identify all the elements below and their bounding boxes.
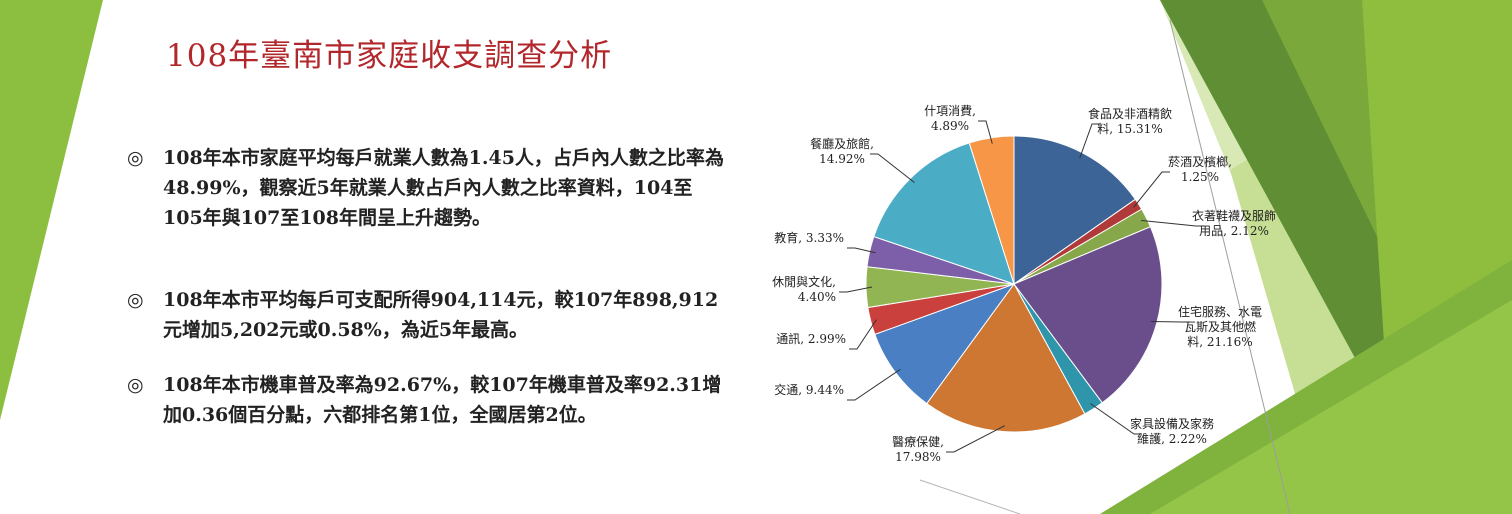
slice-label: 交通, 9.44% [774, 382, 844, 397]
bullet-text: 108年本市平均每戶可支配所得904,114元，較107年898,912元增加5… [163, 289, 719, 341]
slice-label: 食品及非酒精飲料, 15.31% [1088, 106, 1172, 136]
slice-label: 休閒與文化, 4.40% [772, 274, 836, 304]
pie-slice [1013, 226, 1163, 404]
slice-label: 家具設備及家務維護, 2.22% [1130, 416, 1214, 446]
bullet-income: ◎ 108年本市平均每戶可支配所得904,114元，較107年898,912元增… [127, 285, 727, 345]
leader-line [946, 425, 1005, 453]
leader-line [839, 286, 873, 293]
leader-line [870, 153, 915, 184]
pie-slice [873, 142, 1015, 285]
left-green-triangle [0, 0, 103, 420]
slice-label: 醫療保健, 17.98% [892, 435, 944, 464]
slice-label: 教育, 3.33% [774, 230, 844, 245]
expenditure-pie-chart: 食品及非酒精飲料, 15.31% 菸酒及檳榔, 1.25% 衣著鞋襪及服飾用品, 2.… [772, 103, 1276, 464]
bullet-mark: ◎ [127, 374, 144, 396]
leader-line [1079, 123, 1100, 159]
slice-label: 通訊, 2.99% [776, 331, 846, 346]
leader-line [1090, 403, 1142, 435]
bullet-text: 108年本市家庭平均每戶就業人數為1.45人，占戶內人數之比率為48.99%，觀… [163, 147, 724, 229]
decor-line-2 [919, 479, 1021, 514]
bullet-text: 108年本市機車普及率為92.67%，較107年機車普及率92.31增加0.36… [163, 374, 722, 426]
leader-line [978, 120, 993, 144]
slice-label: 衣著鞋襪及服飾用品, 2.12% [1192, 208, 1276, 238]
leader-line [849, 319, 877, 350]
pie-slice [926, 283, 1086, 433]
leader-line [1133, 171, 1170, 208]
bullet-mark: ◎ [127, 289, 144, 311]
slice-label: 菸酒及檳榔, 1.25% [1168, 154, 1232, 184]
bullet-employment: ◎ 108年本市家庭平均每戶就業人數為1.45人，占戶內人數之比率為48.99%… [127, 143, 727, 233]
leader-line [847, 247, 876, 254]
bullet-motorcycle: ◎ 108年本市機車普及率為92.67%，較107年機車普及率92.31增加0.… [127, 370, 727, 430]
bullet-mark: ◎ [127, 147, 144, 169]
slice-label: 住宅服務、水電瓦斯及其他燃料, 21.16% [1178, 304, 1262, 349]
pie-slice [968, 135, 1015, 285]
leader-line [1140, 219, 1204, 227]
decor-line [1169, 19, 1291, 514]
pie-slice [1013, 135, 1137, 285]
leader-line [847, 368, 901, 401]
slice-label: 餐廳及旅館, 14.92% [810, 136, 874, 166]
slide-title: 108年臺南市家庭收支調查分析 [166, 38, 613, 74]
bottom-light-wedge [1150, 300, 1512, 514]
slice-label: 什項消費, 4.89% [924, 103, 976, 133]
